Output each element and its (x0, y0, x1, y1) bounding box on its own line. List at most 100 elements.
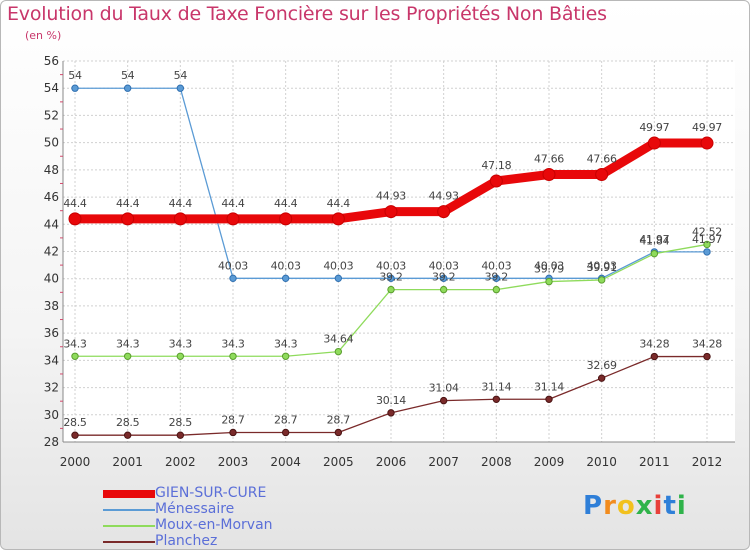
data-label: 34.28 (639, 338, 669, 351)
legend-swatch (103, 541, 155, 543)
legend-label: Planchez (155, 533, 218, 549)
data-point (123, 352, 132, 360)
data-point (703, 240, 711, 249)
data-point (700, 136, 714, 150)
y-tick-label: 32 (44, 381, 59, 395)
data-label: 44.4 (116, 197, 140, 210)
y-tick-label: 54 (44, 81, 59, 95)
legend-swatch (103, 509, 155, 511)
data-point (387, 274, 395, 283)
data-point (595, 167, 609, 181)
data-label: 40.03 (376, 259, 406, 272)
x-tick-label: 2008 (481, 455, 512, 469)
data-point (279, 212, 293, 226)
data-point (281, 352, 290, 360)
data-point (334, 428, 343, 437)
data-label: 47.66 (534, 152, 564, 165)
data-point (71, 352, 79, 360)
x-tick-label: 2007 (428, 455, 459, 469)
data-point (68, 212, 82, 226)
data-point (492, 395, 501, 403)
logo-letter: t (663, 491, 677, 521)
y-tick-label: 38 (44, 299, 59, 313)
data-label: 40.03 (323, 259, 353, 272)
data-point (331, 212, 345, 226)
logo-letter: o (616, 491, 636, 521)
y-tick-label: 28 (44, 435, 59, 449)
data-label: 40.03 (271, 259, 301, 272)
data-label: 54 (174, 69, 188, 82)
y-tick-label: 46 (44, 190, 59, 204)
data-point (229, 352, 237, 360)
data-label: 34.3 (116, 337, 140, 350)
logo-letter: x (635, 491, 654, 521)
logo-letter: r (603, 491, 617, 521)
data-point (229, 428, 237, 437)
data-label: 40.03 (587, 259, 617, 272)
data-point (176, 431, 185, 439)
data-label: 34.3 (274, 337, 298, 350)
data-label: 28.5 (116, 416, 140, 429)
data-label: 41.97 (639, 233, 669, 246)
y-tick-label: 50 (44, 136, 59, 150)
data-label: 40.03 (429, 259, 459, 272)
data-label: 28.5 (169, 416, 193, 429)
data-point (650, 249, 659, 258)
data-label: 49.97 (639, 121, 669, 134)
data-label: 32.69 (587, 359, 617, 372)
data-point (173, 212, 187, 226)
y-tick-label: 44 (44, 217, 59, 231)
data-label: 39.2 (485, 271, 508, 284)
data-label: 39.79 (534, 263, 564, 276)
data-label: 44.4 (169, 197, 193, 210)
data-point (123, 431, 132, 439)
x-tick-label: 2011 (639, 455, 670, 469)
data-label: 34.3 (169, 337, 193, 350)
data-point (703, 352, 711, 361)
x-tick-label: 2012 (692, 455, 723, 469)
data-point (281, 274, 290, 283)
data-label: 47.18 (481, 159, 511, 172)
data-label: 42.52 (692, 225, 722, 238)
data-label: 49.97 (692, 121, 722, 134)
y-tick-label: 34 (44, 353, 59, 367)
data-label: 44.4 (221, 197, 245, 210)
y-tick-label: 52 (44, 108, 59, 122)
logo-letter: i (653, 491, 664, 521)
data-label: 28.7 (221, 413, 245, 426)
data-label: 44.93 (376, 190, 406, 203)
data-point (229, 274, 237, 283)
y-axis-unit-label: (en %) (25, 29, 62, 42)
y-tick-label: 30 (44, 408, 59, 422)
y-tick-label: 42 (44, 245, 59, 259)
data-point (703, 248, 711, 256)
logo-letter: P (583, 491, 604, 521)
proxiti-logo: Proxiti (583, 491, 687, 521)
data-point (489, 174, 503, 188)
data-label: 30.14 (376, 394, 406, 407)
data-point (176, 84, 185, 92)
data-label: 44.4 (327, 197, 351, 210)
x-tick-label: 2006 (376, 455, 407, 469)
data-point (437, 205, 451, 219)
data-point (492, 285, 501, 294)
data-label: 44.4 (63, 197, 87, 210)
data-label: 47.66 (587, 152, 617, 165)
x-tick-label: 2005 (323, 455, 354, 469)
data-label: 28.7 (327, 413, 351, 426)
x-tick-label: 2004 (270, 455, 301, 469)
data-point (71, 84, 79, 92)
data-label: 41.84 (639, 235, 669, 248)
data-label: 34.3 (221, 337, 245, 350)
data-label: 40.03 (481, 259, 511, 272)
data-label: 28.5 (63, 416, 87, 429)
data-point (647, 136, 661, 150)
data-point (176, 352, 185, 360)
y-tick-label: 40 (44, 272, 59, 286)
data-point (281, 428, 290, 437)
x-tick-label: 2009 (534, 455, 565, 469)
data-label: 34.3 (63, 337, 87, 350)
data-label: 28.7 (274, 413, 298, 426)
data-label: 39.2 (379, 271, 402, 284)
data-label: 54 (68, 69, 82, 82)
